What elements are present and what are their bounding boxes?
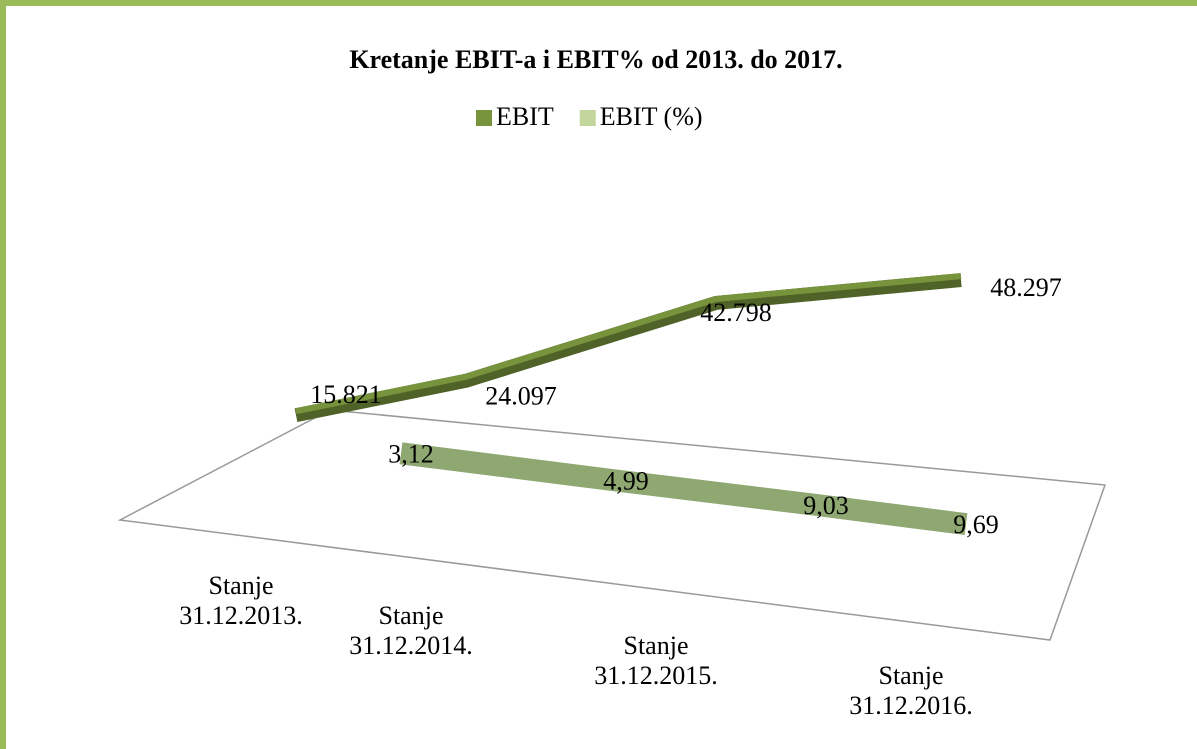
series-line — [294, 273, 962, 423]
legend-label: EBIT — [496, 102, 554, 131]
data-label: 42.798 — [700, 298, 772, 327]
series-line — [399, 442, 968, 536]
x-tick-label: Stanje 31.12.2014. — [349, 601, 473, 660]
legend-label: EBIT (%) — [600, 102, 703, 131]
data-label: 48.297 — [990, 273, 1062, 302]
data-label: 4,99 — [603, 466, 649, 495]
chart-title: Kretanje EBIT-a i EBIT% od 2013. do 2017… — [349, 45, 842, 74]
x-tick-label: Stanje 31.12.2016. — [849, 661, 973, 720]
x-tick-label: Stanje 31.12.2015. — [594, 631, 718, 690]
data-label: 15.821 — [310, 380, 382, 409]
legend-swatch — [476, 110, 492, 126]
data-label: 24.097 — [485, 382, 557, 411]
chart: Kretanje EBIT-a i EBIT% od 2013. do 2017… — [117, 45, 1107, 641]
data-label: 9,03 — [803, 491, 849, 520]
data-label: 3,12 — [388, 439, 434, 468]
floor — [117, 409, 1107, 641]
x-tick-label: Stanje 31.12.2013. — [179, 571, 303, 630]
series-line-top — [295, 273, 962, 415]
data-label: 9,69 — [953, 510, 999, 539]
legend-swatch — [579, 110, 596, 126]
